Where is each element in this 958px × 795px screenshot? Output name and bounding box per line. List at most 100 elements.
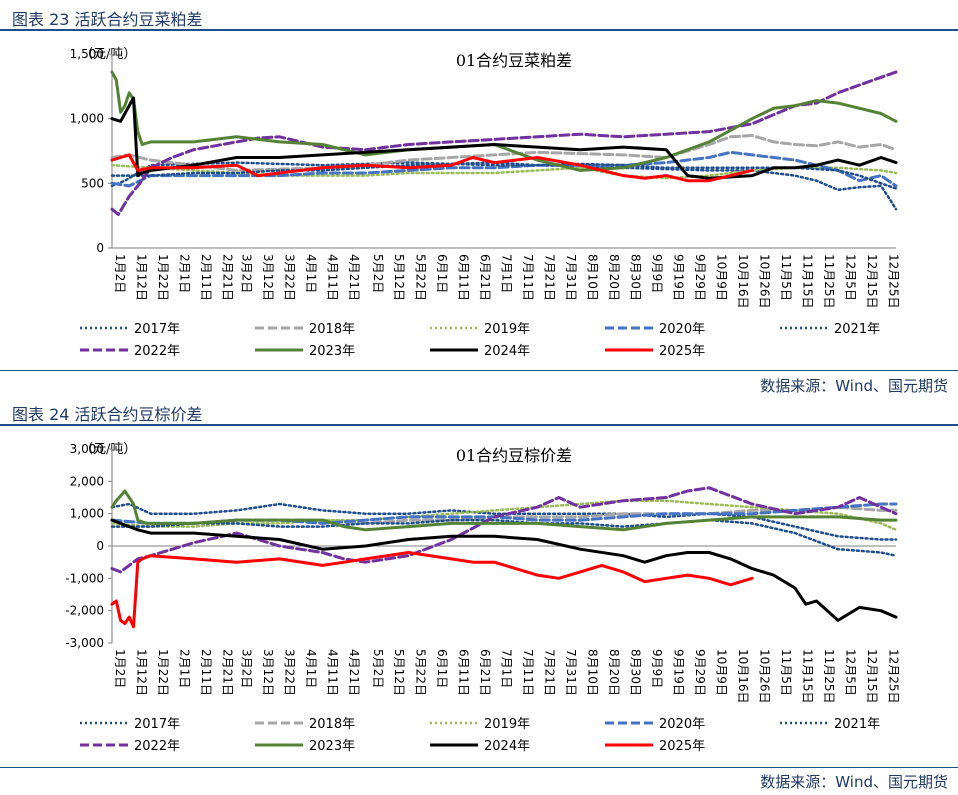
x-tick-label: 1月2日 bbox=[113, 649, 127, 688]
chart-title: 01合约豆棕价差 bbox=[456, 446, 572, 465]
footer-rule-2 bbox=[0, 767, 958, 768]
x-tick-label: 4月11日 bbox=[326, 649, 340, 696]
legend-label: 2017年 bbox=[134, 322, 180, 337]
x-tick-label: 1月12日 bbox=[134, 254, 148, 301]
series-line-2025年 bbox=[110, 153, 754, 183]
x-tick-label: 2月21日 bbox=[220, 649, 234, 696]
x-tick-label: 9月19日 bbox=[671, 254, 685, 301]
x-tick-label: 8月20日 bbox=[607, 254, 621, 301]
y-tick-label: 0 bbox=[96, 241, 104, 255]
x-tick-label: 7月1日 bbox=[500, 254, 514, 293]
series-line-2024年 bbox=[110, 96, 898, 180]
legend-label: 2017年 bbox=[134, 717, 180, 732]
x-tick-label: 9月19日 bbox=[671, 649, 685, 696]
y-tick-label: 0 bbox=[96, 539, 104, 553]
y-tick-label: 2,000 bbox=[70, 474, 104, 488]
figure-title-1: 图表 23 活跃合约豆菜粕差 bbox=[12, 10, 203, 29]
series-line-2024年 bbox=[110, 518, 898, 622]
x-tick-label: 5月22日 bbox=[414, 649, 428, 696]
x-tick-label: 5月12日 bbox=[392, 649, 406, 696]
x-tick-label: 4月1日 bbox=[304, 649, 318, 688]
x-tick-label: 1月2日 bbox=[113, 254, 127, 293]
legend-label: 2019年 bbox=[484, 322, 530, 337]
x-tick-label: 1月22日 bbox=[156, 254, 170, 301]
x-tick-label: 2月21日 bbox=[220, 254, 234, 301]
x-tick-label: 7月31日 bbox=[564, 649, 578, 696]
footer-rule-1 bbox=[0, 370, 958, 371]
x-tick-label: 9月29日 bbox=[693, 254, 707, 301]
x-tick-label: 6月1日 bbox=[435, 649, 449, 688]
x-tick-label: 7月1日 bbox=[500, 649, 514, 688]
header-rule-2 bbox=[0, 424, 958, 426]
x-tick-label: 3月22日 bbox=[283, 254, 297, 301]
x-tick-label: 8月20日 bbox=[607, 649, 621, 696]
x-tick-label: 3月12日 bbox=[261, 649, 275, 696]
legend-label: 2020年 bbox=[659, 322, 705, 337]
x-tick-label: 7月11日 bbox=[521, 254, 535, 301]
x-tick-label: 12月15日 bbox=[865, 254, 879, 309]
y-tick-label: 1,500 bbox=[70, 47, 104, 61]
x-tick-label: 4月21日 bbox=[347, 649, 361, 696]
x-tick-label: 10月26日 bbox=[757, 649, 771, 704]
figure-title-2: 图表 24 活跃合约豆棕价差 bbox=[12, 405, 203, 424]
x-tick-label: 7月11日 bbox=[521, 649, 535, 696]
y-tick-label: -3,000 bbox=[65, 636, 104, 650]
x-tick-label: 5月2日 bbox=[371, 649, 385, 688]
y-tick-label: 1,000 bbox=[70, 112, 104, 126]
legend-label: 2019年 bbox=[484, 717, 530, 732]
x-tick-label: 1月22日 bbox=[156, 649, 170, 696]
x-tick-label: 10月16日 bbox=[736, 649, 750, 704]
legend-label: 2020年 bbox=[659, 717, 705, 732]
y-tick-label: -1,000 bbox=[65, 571, 104, 585]
x-tick-label: 6月21日 bbox=[478, 254, 492, 301]
legend-label: 2024年 bbox=[484, 344, 530, 359]
legend-label: 2018年 bbox=[309, 322, 355, 337]
x-tick-label: 5月22日 bbox=[414, 254, 428, 301]
x-tick-label: 9月9日 bbox=[650, 649, 664, 688]
x-tick-label: 11月5日 bbox=[779, 649, 793, 696]
x-tick-label: 3月2日 bbox=[240, 254, 254, 293]
x-tick-label: 1月12日 bbox=[134, 649, 148, 696]
x-tick-label: 8月30日 bbox=[629, 254, 643, 301]
series-line-2022年 bbox=[110, 70, 898, 216]
x-tick-label: 3月2日 bbox=[240, 649, 254, 688]
x-tick-label: 4月11日 bbox=[326, 254, 340, 301]
legend-label: 2021年 bbox=[834, 717, 880, 732]
series-line-2025年 bbox=[110, 551, 754, 629]
x-tick-label: 8月10日 bbox=[586, 254, 600, 301]
x-tick-label: 10月26日 bbox=[757, 254, 771, 309]
x-tick-label: 8月30日 bbox=[629, 649, 643, 696]
legend-label: 2023年 bbox=[309, 344, 355, 359]
x-tick-label: 3月12日 bbox=[261, 254, 275, 301]
series-line-2017年 bbox=[110, 502, 898, 541]
x-tick-label: 5月12日 bbox=[392, 254, 406, 301]
legend-label: 2024年 bbox=[484, 739, 530, 754]
x-tick-label: 7月21日 bbox=[543, 254, 557, 301]
legend-label: 2022年 bbox=[134, 344, 180, 359]
legend-label: 2022年 bbox=[134, 739, 180, 754]
x-tick-label: 2月1日 bbox=[177, 254, 191, 293]
x-tick-label: 4月1日 bbox=[304, 254, 318, 293]
x-tick-label: 12月25日 bbox=[886, 649, 900, 704]
x-tick-label: 6月11日 bbox=[457, 254, 471, 301]
x-tick-label: 7月21日 bbox=[543, 649, 557, 696]
x-tick-label: 11月15日 bbox=[800, 649, 814, 704]
x-tick-label: 2月11日 bbox=[199, 649, 213, 696]
chart-title: 01合约豆菜粕差 bbox=[456, 51, 572, 70]
legend-label: 2025年 bbox=[659, 344, 705, 359]
x-tick-label: 12月15日 bbox=[865, 649, 879, 704]
legend-label: 2021年 bbox=[834, 322, 880, 337]
x-tick-label: 11月25日 bbox=[822, 254, 836, 309]
x-tick-label: 9月29日 bbox=[693, 649, 707, 696]
x-tick-label: 12月25日 bbox=[886, 254, 900, 309]
y-tick-label: 1,000 bbox=[70, 507, 104, 521]
series-line-2018年 bbox=[110, 134, 898, 172]
x-tick-label: 6月21日 bbox=[478, 649, 492, 696]
x-tick-label: 9月9日 bbox=[650, 254, 664, 293]
y-tick-label: -2,000 bbox=[65, 604, 104, 618]
series-line-2022年 bbox=[110, 486, 898, 574]
header-rule-1 bbox=[0, 29, 958, 31]
x-tick-label: 10月16日 bbox=[736, 254, 750, 309]
chart-soyoil-palmoil-spread: 01合约豆棕价差（元/吨）-3,000-2,000-1,00001,0002,0… bbox=[65, 442, 900, 754]
x-tick-label: 6月1日 bbox=[435, 254, 449, 293]
